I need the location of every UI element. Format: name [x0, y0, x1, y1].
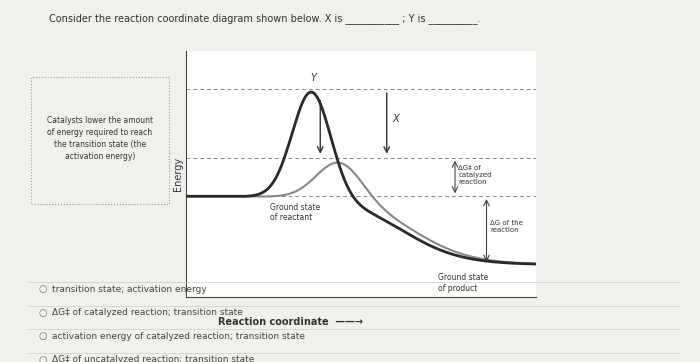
Text: ○: ○: [38, 355, 47, 362]
Text: Ground state
of product: Ground state of product: [438, 273, 488, 293]
Y-axis label: Energy: Energy: [173, 157, 183, 191]
Text: ○: ○: [38, 331, 47, 341]
Text: Reaction coordinate  ——→: Reaction coordinate ——→: [218, 317, 363, 327]
Text: Y: Y: [310, 73, 316, 83]
Text: activation energy of catalyzed reaction; transition state: activation energy of catalyzed reaction;…: [52, 332, 305, 341]
Text: ΔG‡ of uncatalyzed reaction; transition state: ΔG‡ of uncatalyzed reaction; transition …: [52, 355, 255, 362]
Text: ΔG‡ of catalyzed reaction; transition state: ΔG‡ of catalyzed reaction; transition st…: [52, 308, 244, 317]
Text: ○: ○: [38, 308, 47, 318]
Text: Ground state
of reactant: Ground state of reactant: [270, 203, 320, 222]
Text: transition state; activation energy: transition state; activation energy: [52, 285, 207, 294]
Text: ΔG‡ of
catalyzed
reaction: ΔG‡ of catalyzed reaction: [458, 165, 492, 185]
Text: ΔG of the
reaction: ΔG of the reaction: [490, 220, 523, 233]
Text: ○: ○: [38, 284, 47, 294]
Text: Consider the reaction coordinate diagram shown below. X is ___________ ; Y is __: Consider the reaction coordinate diagram…: [49, 13, 480, 24]
Text: X: X: [392, 114, 398, 124]
Text: Catalysts lower the amount
of energy required to reach
the transition state (the: Catalysts lower the amount of energy req…: [47, 116, 153, 161]
